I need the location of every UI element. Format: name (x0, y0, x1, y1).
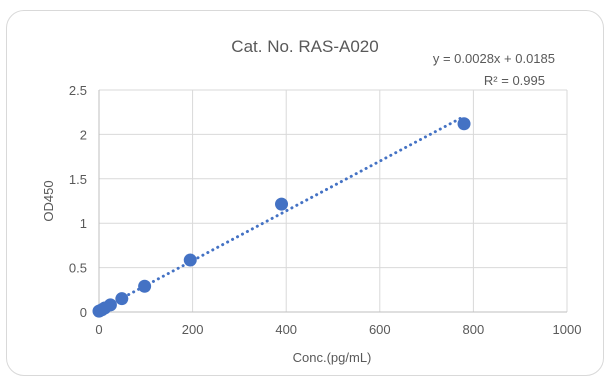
chart-title: Cat. No. RAS-A020 (231, 37, 378, 56)
y-tick-label: 1.5 (69, 172, 87, 187)
y-tick-label: 2 (80, 127, 87, 142)
grid-lines (99, 89, 568, 312)
trendline (97, 114, 466, 312)
data-point (183, 253, 197, 267)
x-tick-label: 600 (369, 322, 391, 337)
data-point (275, 197, 289, 211)
trendline-r-squared: R² = 0.995 (484, 73, 545, 88)
y-tick-label: 1 (80, 216, 87, 231)
data-point (457, 117, 471, 131)
x-tick-label: 200 (182, 322, 204, 337)
data-point (103, 298, 117, 312)
tick-labels: 0 200 400 600 800 1000 0 0.5 1 1.5 2 2.5 (69, 83, 582, 337)
trendline-line (97, 114, 466, 312)
axes (98, 90, 567, 313)
x-tick-label: 1000 (553, 322, 582, 337)
y-tick-label: 2.5 (69, 83, 87, 98)
x-axis-title: Conc.(pg/mL) (293, 350, 372, 365)
y-tick-label: 0 (80, 305, 87, 320)
data-points (92, 117, 471, 318)
y-tick-label: 0.5 (69, 261, 87, 276)
data-point (115, 292, 129, 306)
x-tick-label: 800 (463, 322, 485, 337)
trendline-equation: y = 0.0028x + 0.0185 (433, 51, 555, 66)
data-point (138, 279, 152, 293)
x-tick-label: 0 (95, 322, 102, 337)
y-axis-title: OD450 (41, 180, 56, 221)
x-tick-label: 400 (275, 322, 297, 337)
